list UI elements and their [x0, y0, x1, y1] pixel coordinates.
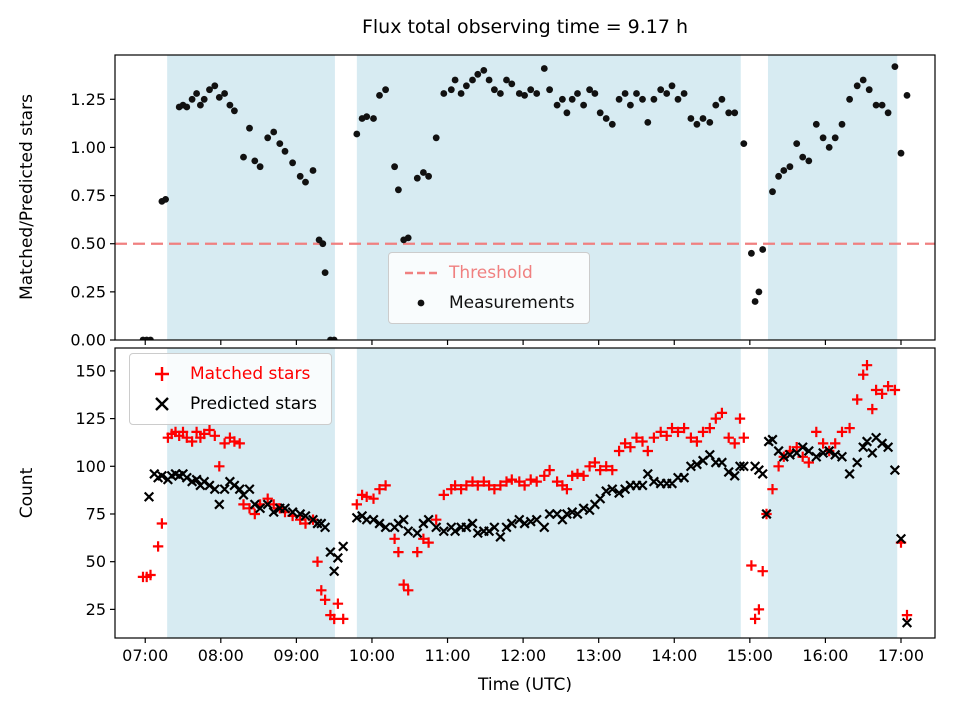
y-tick-label: 0.00 — [70, 331, 106, 350]
x-tick-label: 07:00 — [122, 646, 168, 665]
legend-row-threshold: Threshold — [403, 263, 575, 283]
y-tick-label: 0.25 — [70, 282, 106, 301]
observing-window-band — [356, 348, 741, 638]
y-tick-label: 50 — [86, 552, 106, 571]
x-tick-label: 14:00 — [651, 646, 697, 665]
x-tick-label: 08:00 — [198, 646, 244, 665]
observing-window-band — [167, 55, 335, 340]
top-legend: Threshold Measurements — [388, 252, 590, 324]
y-tick-label: 0.75 — [70, 186, 106, 205]
legend-row-predicted-stars: Predicted stars — [144, 394, 317, 414]
axes-frame — [114, 347, 936, 639]
top-y-axis-label: Matched/Predicted stars — [17, 94, 37, 300]
x-tick-label: 12:00 — [500, 646, 546, 665]
bottom-legend: Matched stars Predicted stars — [129, 353, 332, 425]
predicted-stars-legend-label: Predicted stars — [190, 394, 317, 414]
x-tick-label: 10:00 — [349, 646, 395, 665]
series-dot-markers — [139, 63, 911, 340]
chart-title: Flux total observing time = 9.17 h — [361, 16, 689, 38]
bottom-y-axis-label: Count — [17, 467, 37, 519]
measurements-dot-icon — [417, 299, 425, 307]
y-tick-label: 1.25 — [70, 90, 106, 109]
x-tick-label: 09:00 — [273, 646, 319, 665]
y-tick-label: 150 — [75, 361, 106, 380]
x-axis-label: Time (UTC) — [478, 675, 572, 695]
y-tick-label: 25 — [86, 600, 106, 619]
subplot-0: 0.00 0.25 0.50 0.75 1.00 1.25 — [70, 54, 936, 350]
y-tick-label: 1.00 — [70, 138, 106, 157]
axes-frame — [114, 54, 936, 341]
x-tick-label: 13:00 — [576, 646, 622, 665]
legend-row-matched-stars: Matched stars — [144, 364, 317, 384]
legend-row-measurements: Measurements — [403, 293, 575, 313]
threshold-dashed-line-icon — [405, 271, 437, 275]
observing-window-band — [767, 348, 898, 638]
series-plus-markers — [137, 360, 913, 625]
measurements-legend-label: Measurements — [449, 293, 575, 313]
threshold-legend-label: Threshold — [449, 263, 533, 283]
y-tick-label: 125 — [75, 409, 106, 428]
x-tick-label: 17:00 — [878, 646, 924, 665]
matched-stars-legend-label: Matched stars — [190, 364, 311, 384]
x-tick-label: 15:00 — [727, 646, 773, 665]
observing-window-band — [767, 55, 898, 340]
predicted-stars-x-icon — [155, 397, 169, 411]
matched-stars-plus-icon — [155, 367, 169, 381]
y-tick-label: 75 — [86, 504, 106, 523]
series-x-markers — [143, 432, 913, 628]
y-tick-label: 100 — [75, 457, 106, 476]
x-tick-label: 11:00 — [424, 646, 470, 665]
x-tick-label: 16:00 — [802, 646, 848, 665]
y-tick-label: 0.50 — [70, 234, 106, 253]
